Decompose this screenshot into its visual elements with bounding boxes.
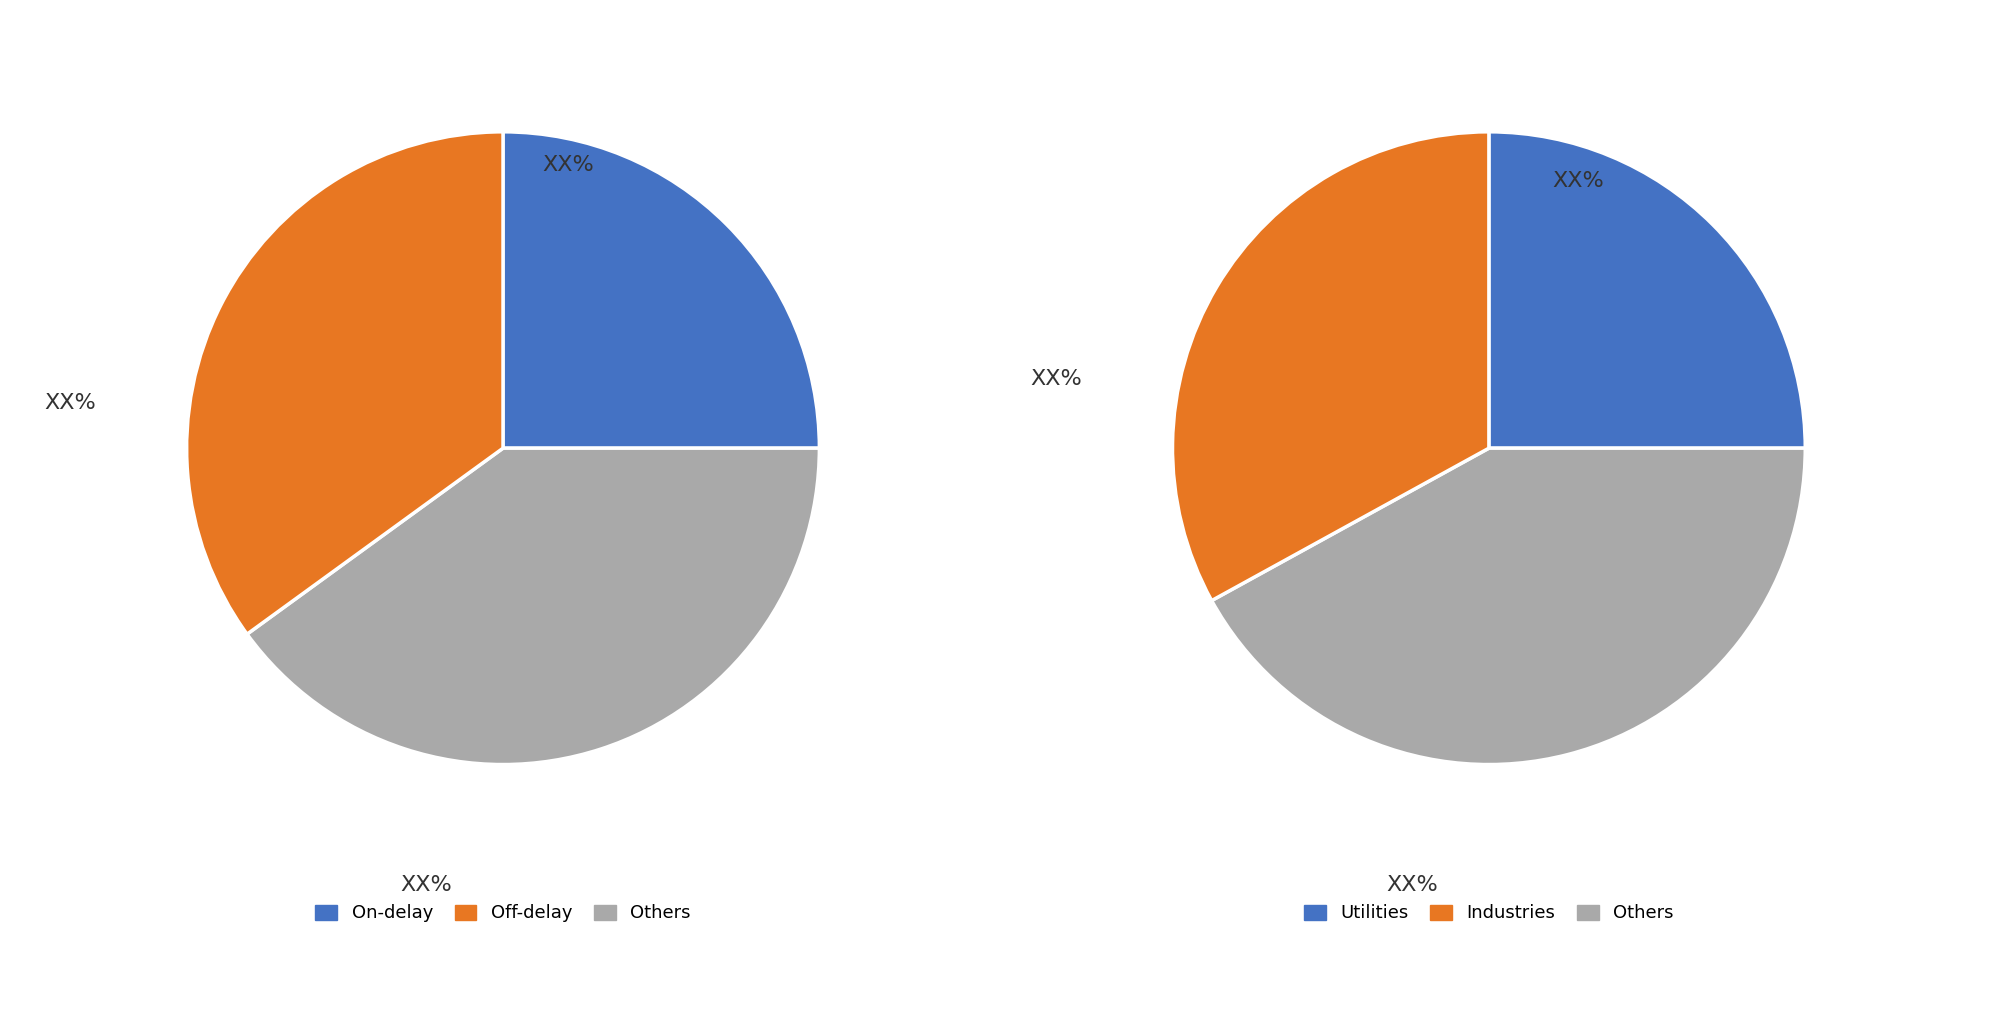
Text: XX%: XX% (44, 392, 97, 413)
Text: XX%: XX% (1551, 171, 1604, 192)
Text: XX%: XX% (400, 875, 453, 895)
Text: Email: sales@theindustrystats.com: Email: sales@theindustrystats.com (724, 965, 1054, 983)
Text: XX%: XX% (1386, 875, 1439, 895)
Wedge shape (503, 132, 819, 448)
Wedge shape (187, 132, 503, 634)
Text: XX%: XX% (1030, 369, 1082, 389)
Legend: Utilities, Industries, Others: Utilities, Industries, Others (1298, 897, 1680, 930)
Legend: On-delay, Off-delay, Others: On-delay, Off-delay, Others (308, 897, 698, 930)
Wedge shape (1211, 448, 1805, 765)
Wedge shape (1489, 132, 1805, 448)
Text: Source: Theindustrystats Analysis: Source: Theindustrystats Analysis (20, 965, 340, 983)
Text: XX%: XX% (543, 155, 594, 175)
Wedge shape (1173, 132, 1489, 600)
Wedge shape (247, 448, 819, 765)
Text: Website: www.theindustrystats.com: Website: www.theindustrystats.com (1408, 965, 1748, 983)
Text: Fig. Global Timing Relay Market Share by Product Types & Application: Fig. Global Timing Relay Market Share by… (20, 42, 1064, 67)
